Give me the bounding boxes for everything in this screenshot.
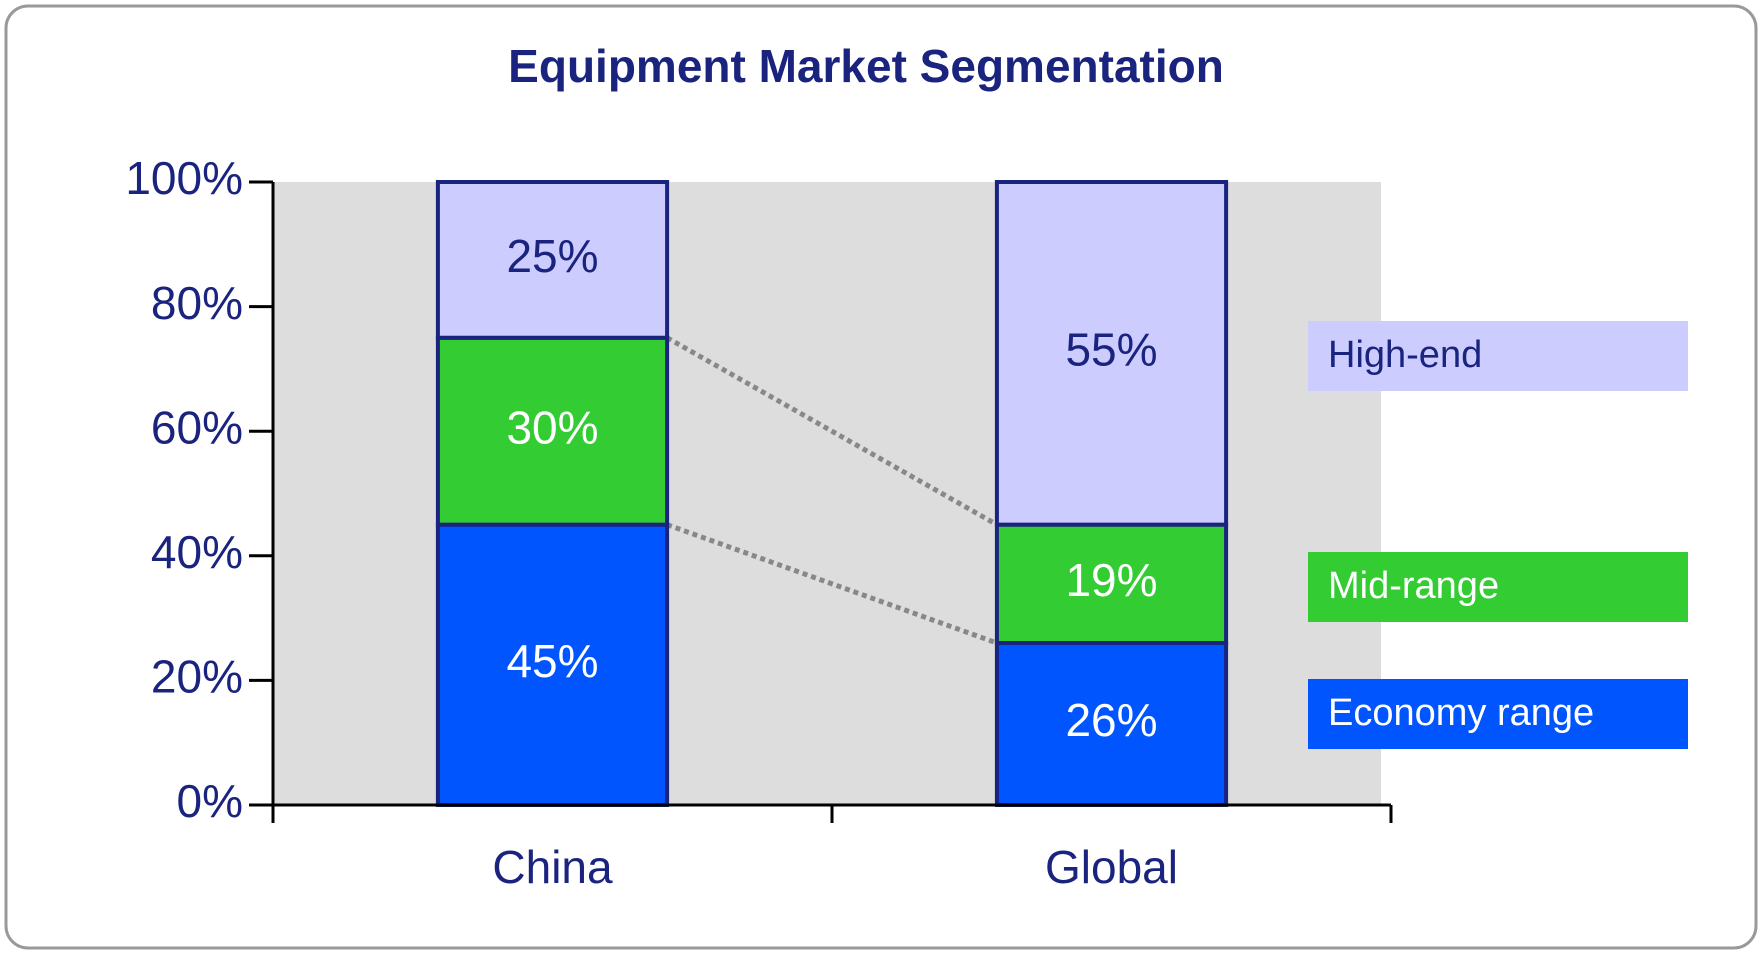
legend-label: Mid-range [1328, 565, 1499, 607]
bar-segment [435, 335, 670, 527]
data-label: 30% [506, 401, 598, 453]
x-tick-label: Global [1045, 841, 1178, 893]
data-label: 45% [506, 635, 598, 687]
y-tick-label: 80% [151, 277, 243, 329]
y-tick-label: 40% [151, 526, 243, 578]
bar-segment [994, 180, 1229, 527]
data-label: 26% [1065, 694, 1157, 746]
legend-swatch [1308, 552, 1688, 622]
data-label: 55% [1065, 323, 1157, 375]
legend-swatch [1308, 321, 1688, 391]
y-tick-label: 20% [151, 651, 243, 703]
data-label: 19% [1065, 554, 1157, 606]
legend-swatch [1308, 679, 1688, 749]
chart-title: Equipment Market Segmentation [508, 40, 1224, 92]
bar-segment [435, 180, 670, 340]
legend-label: High-end [1328, 334, 1482, 376]
y-tick-label: 0% [177, 775, 243, 827]
connector [666, 522, 998, 646]
connector [665, 335, 999, 527]
legend-label: Economy range [1328, 692, 1594, 734]
y-tick-label: 60% [151, 401, 243, 453]
bar-segment [435, 522, 670, 808]
bar-segment [994, 522, 1229, 646]
y-tick-label: 100% [125, 152, 243, 204]
x-tick-label: China [492, 841, 613, 893]
data-label: 25% [506, 230, 598, 282]
